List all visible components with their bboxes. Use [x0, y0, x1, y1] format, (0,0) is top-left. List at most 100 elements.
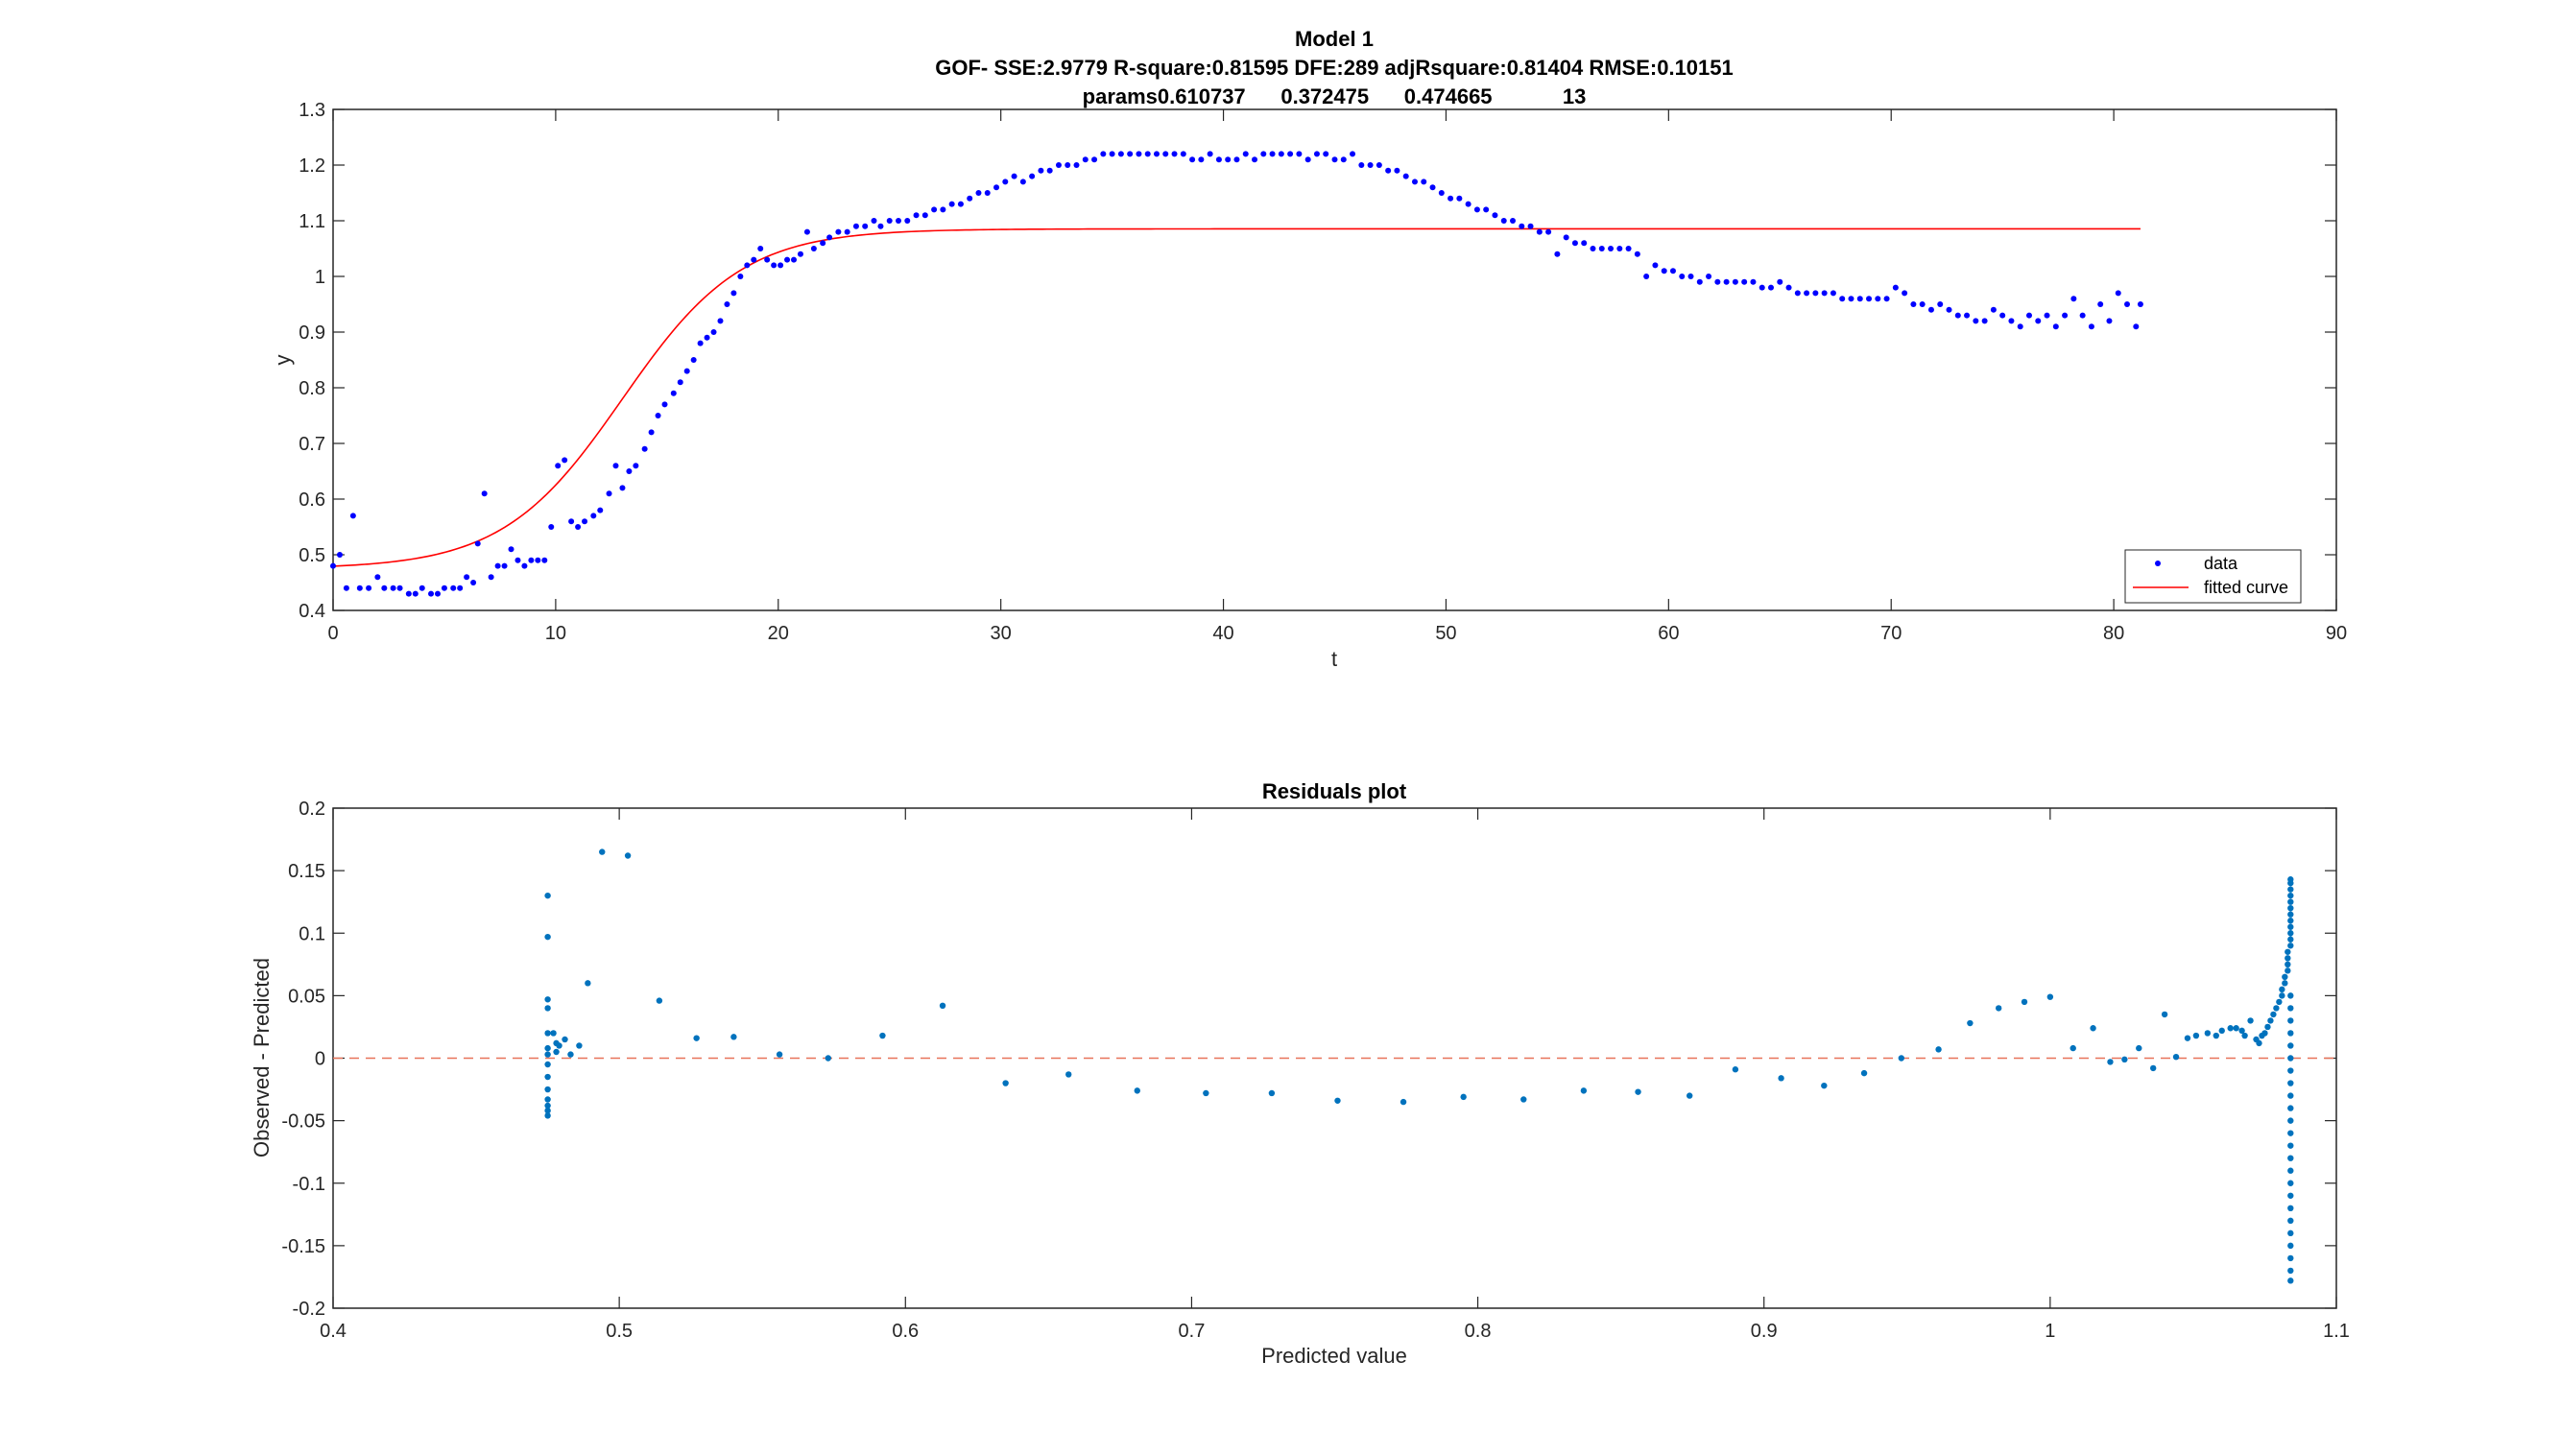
residual-point [2287, 930, 2294, 937]
data-point [1510, 218, 1517, 224]
data-point [896, 218, 901, 224]
bottom-y-tick-label: -0.2 [293, 1299, 325, 1320]
residual-point [2287, 886, 2294, 893]
data-point [1153, 151, 1160, 157]
data-point [474, 540, 481, 547]
data-point [690, 357, 697, 363]
residual-point [2287, 1005, 2294, 1012]
bottom-x-tick-label: 1 [2045, 1321, 2055, 1342]
data-point [514, 557, 521, 563]
data-point [784, 256, 791, 263]
residual-point [567, 1051, 574, 1058]
data-point [1902, 290, 1908, 297]
residual-point [544, 933, 551, 941]
residual-point [2204, 1030, 2212, 1037]
top-y-tick-label: 0.9 [299, 322, 325, 344]
data-point [501, 562, 508, 569]
residual-point [2192, 1032, 2200, 1039]
data-point [984, 190, 991, 196]
residual-point [2282, 980, 2288, 987]
residual-point [544, 1061, 551, 1068]
residual-point [939, 1002, 946, 1010]
residual-point [2046, 993, 2054, 1000]
data-point [488, 574, 494, 581]
residual-point [544, 1044, 551, 1052]
data-point [1402, 173, 1409, 179]
residual-point [576, 1042, 583, 1049]
data-point [648, 429, 655, 436]
residual-point [1268, 1089, 1276, 1097]
data-point [2044, 312, 2050, 319]
data-point [1144, 151, 1151, 157]
data-point [366, 585, 372, 591]
residual-point [2287, 1155, 2294, 1161]
residual-point [624, 852, 632, 859]
data-point [1652, 262, 1659, 269]
residual-point [2218, 1027, 2225, 1035]
data-point [1278, 151, 1284, 157]
data-point [1091, 156, 1098, 163]
top-x-tick-label: 90 [2326, 623, 2347, 644]
data-point [1367, 162, 1374, 168]
bottom-x-tick-label: 0.6 [892, 1321, 919, 1342]
residual-point [544, 892, 551, 899]
data-point [336, 552, 343, 558]
top-y-tick-label: 1.3 [299, 100, 325, 121]
data-point [1225, 156, 1232, 163]
data-point [1634, 251, 1640, 257]
residual-point [2287, 918, 2294, 924]
data-point [619, 485, 626, 491]
data-point [1376, 162, 1382, 168]
data-point [1465, 201, 1471, 207]
data-point [1331, 156, 1338, 163]
residual-point [2287, 936, 2294, 943]
data-point [1438, 190, 1445, 196]
residuals-panel: Residuals plot 0.4 0.5 0.6 0.7 0.8 0.9 1 1.1 -0.… [250, 779, 2350, 1368]
legend-data-marker [2155, 561, 2161, 566]
data-point [1625, 246, 1632, 251]
data-point [1616, 246, 1623, 251]
data-point [1421, 179, 1427, 185]
residual-point [2070, 1044, 2076, 1052]
residual-point [2287, 1117, 2294, 1124]
legend-box [2124, 549, 2302, 604]
data-point [1385, 167, 1392, 174]
residual-point [1860, 1069, 1868, 1077]
fitted-curve-layer [332, 227, 2141, 567]
data-point [626, 468, 633, 474]
data-point [2088, 323, 2094, 330]
data-point [697, 340, 704, 346]
data-point [1830, 290, 1836, 297]
params-subtitle: params0.610737 0.372475 0.474665 13 [1083, 84, 1587, 108]
data-point [434, 590, 441, 597]
data-point [419, 585, 425, 591]
data-point [1038, 167, 1044, 174]
data-point [1136, 151, 1142, 157]
residual-point [1334, 1097, 1341, 1104]
data-point [1456, 195, 1463, 202]
data-point [1198, 156, 1205, 163]
data-point [1714, 278, 1721, 285]
residual-point [1134, 1087, 1140, 1094]
data-point [568, 518, 575, 525]
data-point [826, 234, 833, 241]
data-point [1545, 228, 1552, 235]
residual-point [2287, 1254, 2294, 1262]
data-point [1696, 278, 1703, 285]
data-point [2137, 301, 2143, 307]
data-point [405, 590, 412, 597]
gof-subtitle: GOF- SSE:2.9779 R-square:0.81595 DFE:289… [935, 56, 1734, 80]
data-point [1875, 296, 1881, 302]
bottom-x-tick-label: 0.8 [1465, 1321, 1492, 1342]
data-point [1679, 274, 1686, 279]
residual-point [2287, 1105, 2294, 1111]
data-point [464, 574, 470, 581]
data-point [1732, 278, 1738, 285]
data-point [412, 590, 419, 597]
residual-point [585, 980, 591, 987]
data-point [641, 445, 648, 452]
data-point [778, 262, 784, 269]
data-point [931, 206, 938, 213]
data-point [2070, 296, 2077, 302]
data-point [1473, 206, 1480, 213]
